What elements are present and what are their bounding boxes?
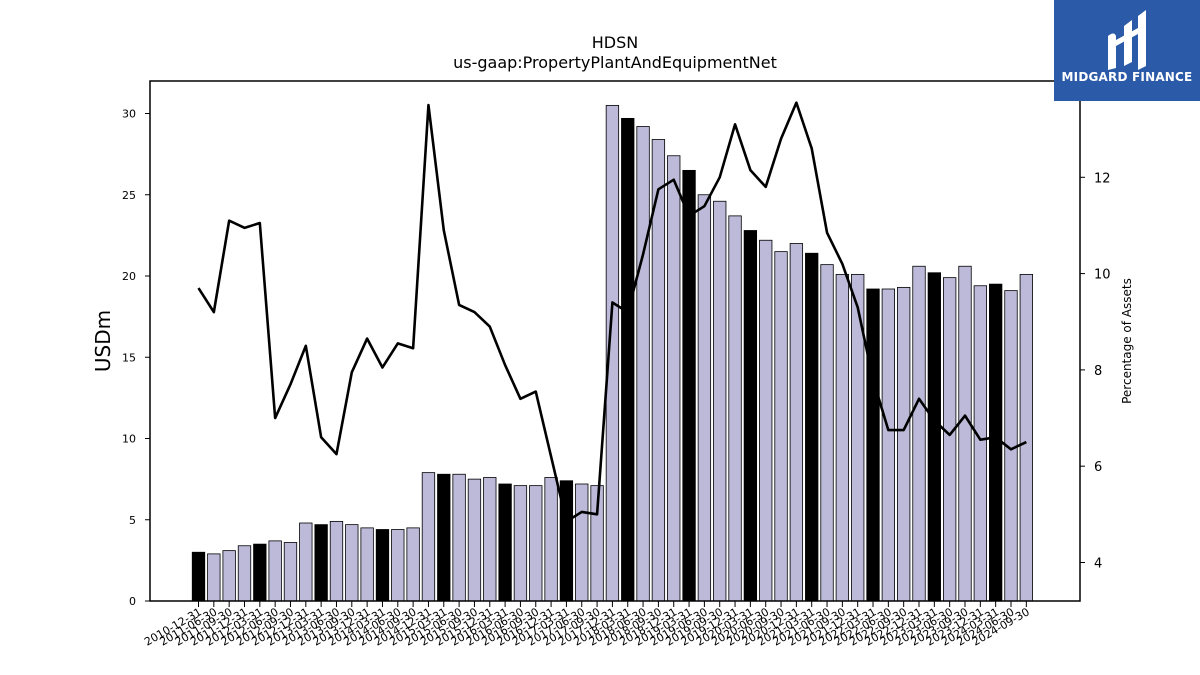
y-tick-label: 20 xyxy=(122,270,136,283)
y-axis-label: USDm xyxy=(91,310,115,372)
bar-2019-06-30 xyxy=(713,200,727,602)
y-tick-label: 0 xyxy=(129,595,136,608)
bar-2023-03-31 xyxy=(943,277,957,602)
y2-tick-label: 6 xyxy=(1094,460,1102,475)
y2-axis-label: Percentage of Assets xyxy=(1120,278,1134,404)
bar-2011-06-30 xyxy=(222,550,236,602)
right-y-axis: 4 6 8 10 12 xyxy=(1080,171,1111,571)
plot-frame xyxy=(149,80,1081,602)
bar-2012-03-31 xyxy=(268,540,282,602)
bar-2010-12-31 xyxy=(191,551,206,602)
midgard-m-logo-icon xyxy=(1108,10,1146,70)
y2-tick-label: 12 xyxy=(1094,171,1111,186)
bar-2013-12-31 xyxy=(375,529,390,602)
bar-2020-09-30 xyxy=(789,243,804,602)
bar-2022-09-30 xyxy=(912,265,926,602)
bar-2023-12-31 xyxy=(989,283,1003,602)
x-axis: 2010-12-312011-06-302011-09-302011-12-31… xyxy=(142,601,1032,649)
pct-assets-line-layer xyxy=(197,101,1027,523)
bar-2020-06-30 xyxy=(774,251,788,602)
bar-2015-03-31 xyxy=(452,473,466,602)
bar-2019-12-31 xyxy=(743,230,758,602)
bar-2015-12-31 xyxy=(498,483,512,602)
bar-2024-06-30 xyxy=(1019,273,1033,602)
bar-2020-12-31 xyxy=(805,252,819,602)
bar-2019-09-30 xyxy=(728,215,742,602)
bar-2022-12-31 xyxy=(927,272,941,602)
y-tick-label: 30 xyxy=(122,108,136,121)
chart-title: HDSN xyxy=(591,33,639,52)
y2-tick-label: 8 xyxy=(1094,364,1102,379)
bar-2017-03-31 xyxy=(575,483,589,602)
bar-2015-09-30 xyxy=(483,477,497,602)
bar-2012-09-30 xyxy=(299,522,313,602)
bar-2015-06-30 xyxy=(467,478,482,602)
bar-2014-06-30 xyxy=(406,527,420,602)
bar-2016-09-30 xyxy=(544,477,558,602)
bar-series xyxy=(191,104,1033,602)
chart-subtitle: us-gaap:PropertyPlantAndEquipmentNet xyxy=(453,53,777,72)
bar-2023-09-30 xyxy=(973,285,987,602)
bar-2019-03-31 xyxy=(697,194,712,602)
bar-2011-03-31 xyxy=(207,553,221,602)
y-tick-label: 5 xyxy=(129,514,136,527)
bar-2021-03-31 xyxy=(820,264,834,602)
bar-2020-03-31 xyxy=(759,239,773,602)
bar-2011-09-30 xyxy=(237,545,252,602)
pct-assets-line xyxy=(197,101,1027,523)
bar-2018-09-30 xyxy=(667,155,681,602)
y-tick-label: 25 xyxy=(122,189,136,202)
bar-2016-03-31 xyxy=(513,485,528,602)
bar-2021-12-31 xyxy=(866,288,880,602)
bar-2013-09-30 xyxy=(360,527,374,602)
bar-2021-06-30 xyxy=(835,273,850,602)
brand-name: MIDGARD FINANCE xyxy=(1061,70,1193,84)
bar-2014-12-31 xyxy=(437,473,451,602)
bar-2016-06-30 xyxy=(529,485,543,602)
left-y-axis: 0 5 10 15 20 25 30 xyxy=(122,108,150,608)
y2-tick-label: 4 xyxy=(1094,556,1102,571)
y-tick-label: 15 xyxy=(122,351,136,364)
bar-2022-03-31 xyxy=(881,288,895,602)
bar-2023-06-30 xyxy=(958,265,972,602)
bar-2013-03-31 xyxy=(329,520,344,602)
bar-2018-03-31 xyxy=(636,126,650,602)
y-tick-label: 10 xyxy=(122,433,136,446)
bar-2018-12-31 xyxy=(682,169,696,602)
bar-2017-12-31 xyxy=(621,117,635,602)
bar-2011-12-31 xyxy=(253,543,267,602)
bar-2012-06-30 xyxy=(283,542,298,602)
bar-2022-06-30 xyxy=(897,286,911,602)
bar-2014-03-31 xyxy=(391,529,405,602)
bar-2012-12-31 xyxy=(314,524,328,602)
brand-logo: MIDGARD FINANCE xyxy=(1054,0,1200,101)
bar-2014-09-30 xyxy=(421,472,436,602)
bar-2013-06-30 xyxy=(345,524,359,602)
y2-tick-label: 10 xyxy=(1094,268,1111,283)
